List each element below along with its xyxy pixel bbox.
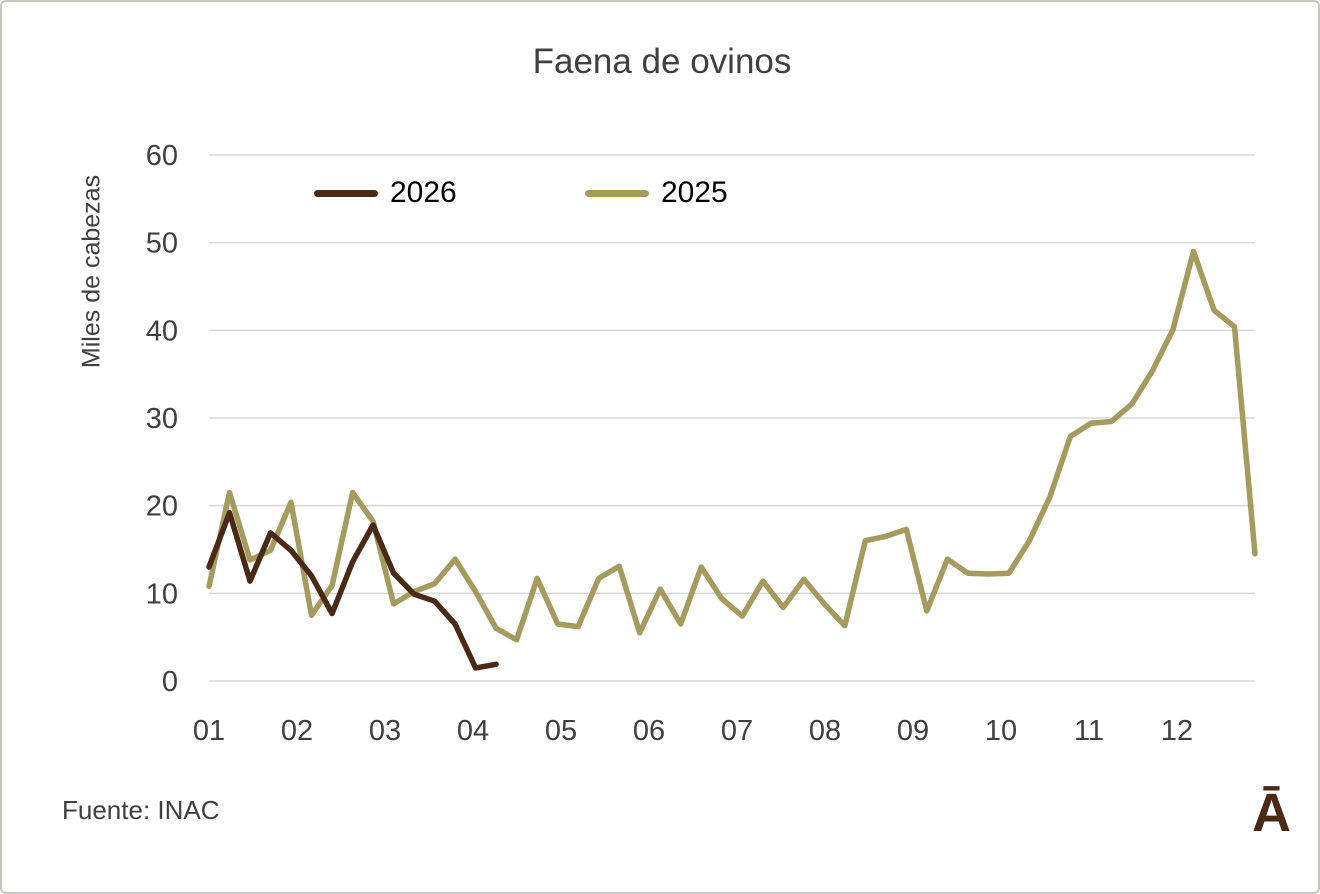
y-tick-label-60: 60 — [146, 140, 178, 172]
x-tick-label-07: 07 — [721, 715, 753, 747]
y-tick-label-20: 20 — [146, 491, 178, 523]
x-tick-label-02: 02 — [281, 715, 313, 747]
y-tick-label-0: 0 — [162, 666, 178, 698]
y-tick-label-30: 30 — [146, 403, 178, 435]
x-tick-label-03: 03 — [369, 715, 401, 747]
chart-title: Faena de ovinos — [532, 42, 792, 81]
y-tick-label-10: 10 — [146, 578, 178, 610]
x-tick-label-05: 05 — [545, 715, 577, 747]
y-tick-label-40: 40 — [146, 315, 178, 347]
logo-a-macron-glyph: Ā — [1252, 783, 1291, 843]
legend-swatch-2025-line — [585, 189, 649, 197]
x-tick-label-11: 11 — [1074, 715, 1104, 747]
series-line-2025 — [206, 248, 1258, 643]
series-line-2026 — [206, 509, 499, 671]
legend-item-2025: 2025 — [585, 178, 728, 208]
x-tick-label-09: 09 — [897, 715, 929, 747]
x-tick-label-01: 01 — [193, 715, 225, 747]
legend-swatch-2026-line — [314, 189, 378, 197]
legend-label-2026: 2026 — [390, 176, 457, 209]
legend-label-2025: 2025 — [661, 176, 728, 209]
y-tick-label-50: 50 — [146, 228, 178, 260]
x-tick-label-12: 12 — [1161, 715, 1193, 747]
x-tick-label-08: 08 — [809, 715, 841, 747]
x-tick-label-04: 04 — [457, 715, 489, 747]
y-axis-title: Miles de cabezas — [77, 174, 106, 369]
source-note: Fuente: INAC — [62, 795, 220, 825]
x-tick-label-06: 06 — [633, 715, 665, 747]
x-tick-label-10: 10 — [985, 715, 1017, 747]
legend-item-2026: 2026 — [314, 178, 457, 208]
